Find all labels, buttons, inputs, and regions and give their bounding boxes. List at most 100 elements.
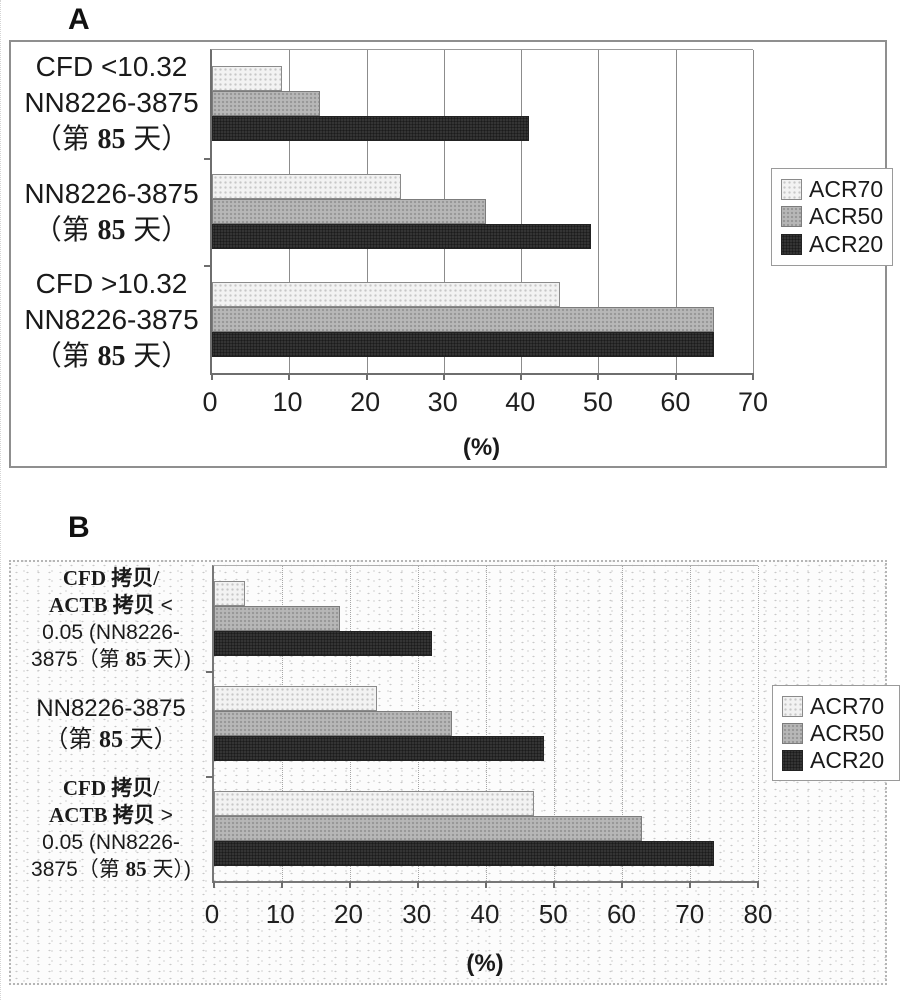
bar-acr70 xyxy=(212,174,402,199)
label-segment: 85 xyxy=(97,124,126,155)
bar-acr20 xyxy=(214,736,544,761)
x-tick-label: 0 xyxy=(204,899,220,929)
plot-area-b xyxy=(206,565,759,888)
legend-label: ACR70 xyxy=(810,693,885,719)
legend-swatch-acr70 xyxy=(782,696,803,717)
x-tick-label: 70 xyxy=(675,899,705,929)
x-axis-tick xyxy=(442,373,445,380)
label-segment: ACTB 拷贝 xyxy=(49,803,155,827)
y-axis-tick xyxy=(206,776,213,778)
bar-group xyxy=(212,158,753,266)
label-segment: CFD 拷贝/ xyxy=(62,566,160,590)
x-axis-tick xyxy=(417,881,419,888)
label-segment: 天） xyxy=(123,725,178,753)
bar-group xyxy=(214,671,758,776)
bar-group xyxy=(212,50,753,158)
bar-acr70 xyxy=(214,581,245,606)
category-axis-b: CFD 拷贝/ACTB 拷贝 <0.05 (NN8226- 3875（第 85 天… xyxy=(13,565,209,883)
gridline xyxy=(554,566,555,881)
x-tick-label: 40 xyxy=(505,387,536,417)
label-segment: （第 xyxy=(33,340,98,371)
legend-label: ACR50 xyxy=(809,203,884,230)
x-axis-label-a: (%) xyxy=(462,434,501,461)
bar-acr50 xyxy=(212,306,715,332)
x-axis-tick xyxy=(597,373,600,380)
bar-acr20 xyxy=(212,331,715,357)
label-segment: 天）) xyxy=(146,648,191,671)
label-segment: 85 xyxy=(97,341,126,372)
bar-acr50 xyxy=(212,199,487,224)
category-label: CFD <10.32 NN8226-3875 （第 85 天） xyxy=(15,49,208,158)
bar-group xyxy=(212,265,753,373)
bar-acr50 xyxy=(214,816,643,841)
x-axis-tick xyxy=(211,373,213,380)
gridline xyxy=(486,566,487,881)
label-segment: 85 xyxy=(99,726,123,753)
legend-item: ACR20 xyxy=(782,747,890,774)
x-axis-label-b: (%) xyxy=(466,950,504,977)
x-axis-tick xyxy=(689,881,691,888)
chart-frame-a: CFD <10.32 NN8226-3875 （第 85 天） NN8226-3875… xyxy=(9,40,893,468)
label-segment: （第 xyxy=(33,213,98,245)
category-label-line: 0.05 (NN8226- xyxy=(13,829,209,856)
label-segment: 天） xyxy=(125,213,190,245)
label-segment: NN8226-3875 xyxy=(36,694,186,722)
y-axis-tick xyxy=(204,157,211,160)
legend-swatch-acr50 xyxy=(781,206,802,228)
gridline xyxy=(758,566,759,881)
category-label-line: NN8226-3875 xyxy=(15,85,208,121)
legend-swatch-acr50 xyxy=(782,723,803,744)
label-segment: CFD <10.32 xyxy=(35,51,188,82)
x-tick-label: 50 xyxy=(582,387,613,417)
category-label-line: ACTB 拷贝 < xyxy=(13,592,209,619)
x-axis-tick xyxy=(757,881,759,888)
x-tick-labels-b: 0 10 20 30 40 50 60 70 80 xyxy=(205,899,773,933)
x-axis-tick xyxy=(621,881,623,888)
x-axis-tick xyxy=(288,373,291,380)
label-segment: 天） xyxy=(125,340,190,371)
x-tick-label: 70 xyxy=(737,387,769,417)
legend-label: ACR50 xyxy=(810,720,885,746)
gridline xyxy=(753,50,754,373)
label-segment: 3875（第 xyxy=(31,858,126,881)
y-axis-tick xyxy=(204,265,211,268)
category-label-line: （第 85 天） xyxy=(15,338,208,375)
label-segment: NN8226-3875 xyxy=(24,304,199,335)
category-label-line: CFD >10.32 xyxy=(15,266,208,302)
x-axis-tick xyxy=(674,373,677,380)
category-label-line: NN8226-3875 xyxy=(15,302,208,338)
category-label-line: （第 85 天） xyxy=(15,212,208,249)
bar-acr20 xyxy=(214,841,714,866)
bar-groups-a xyxy=(212,50,753,373)
legend-swatch-acr20 xyxy=(782,750,803,771)
label-segment: 85 xyxy=(125,857,147,881)
category-label-line: 3875（第 85 天）) xyxy=(13,646,209,673)
legend-item: ACR50 xyxy=(782,720,890,747)
label-segment: 85 xyxy=(125,647,147,671)
legend-item: ACR50 xyxy=(781,203,883,230)
y-axis-tick xyxy=(206,671,213,673)
gridline xyxy=(675,50,677,373)
category-label: CFD 拷贝/ACTB 拷贝 <0.05 (NN8226- 3875（第 85 天… xyxy=(13,565,209,673)
category-label: NN8226-3875 （第 85 天） xyxy=(13,673,209,775)
gridline xyxy=(622,566,623,881)
category-label-line: 3875（第 85 天）) xyxy=(13,856,209,883)
legend-item: ACR70 xyxy=(781,176,883,203)
x-tick-label: 30 xyxy=(402,899,432,929)
bar-acr50 xyxy=(214,606,340,631)
x-axis-tick xyxy=(752,373,754,380)
legend-b: ACR70 ACR50 ACR20 xyxy=(772,685,900,781)
legend-a: ACR70 ACR50 ACR20 xyxy=(771,168,893,266)
x-tick-label: 60 xyxy=(607,899,636,929)
bar-acr20 xyxy=(212,116,529,142)
category-label-line: CFD <10.32 xyxy=(15,49,208,85)
x-axis-tick xyxy=(553,881,555,888)
legend-item: ACR70 xyxy=(782,693,890,720)
x-axis-tick xyxy=(349,881,351,888)
gridline xyxy=(690,566,691,881)
label-segment: 0.05 (NN8226- xyxy=(42,831,180,854)
x-tick-label: 0 xyxy=(202,387,218,417)
panel-label-b: B xyxy=(68,511,90,544)
bar-acr70 xyxy=(212,281,560,307)
